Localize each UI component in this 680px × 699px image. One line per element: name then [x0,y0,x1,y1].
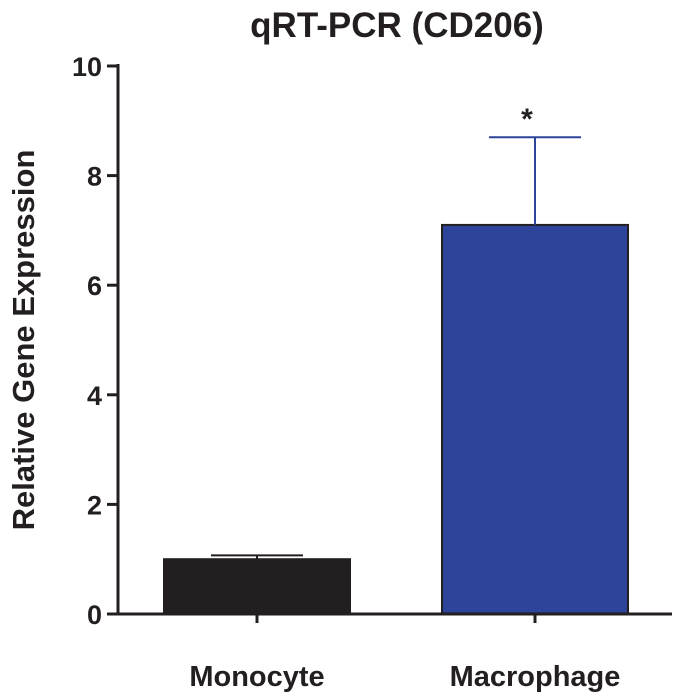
bar-monocyte [163,558,351,616]
chart-title: qRT-PCR (CD206) [250,6,544,45]
y-axis-label: Relative Gene Expression [6,150,41,531]
y-tick-label: 10 [72,52,102,82]
x-tick-label-macrophage: Macrophage [450,661,621,693]
y-tick-label: 4 [87,381,102,411]
x-tick-label-monocyte: Monocyte [189,661,324,693]
y-tick-label: 2 [87,490,102,520]
plot-area: Monocyte Macrophage * 0 2 4 6 8 10 [72,52,672,693]
bar-macrophage [441,223,629,615]
significance-asterisk: * [521,103,533,136]
y-tick-label: 6 [87,271,102,301]
y-tick-label: 8 [87,162,102,192]
y-tick-label: 0 [87,600,102,630]
